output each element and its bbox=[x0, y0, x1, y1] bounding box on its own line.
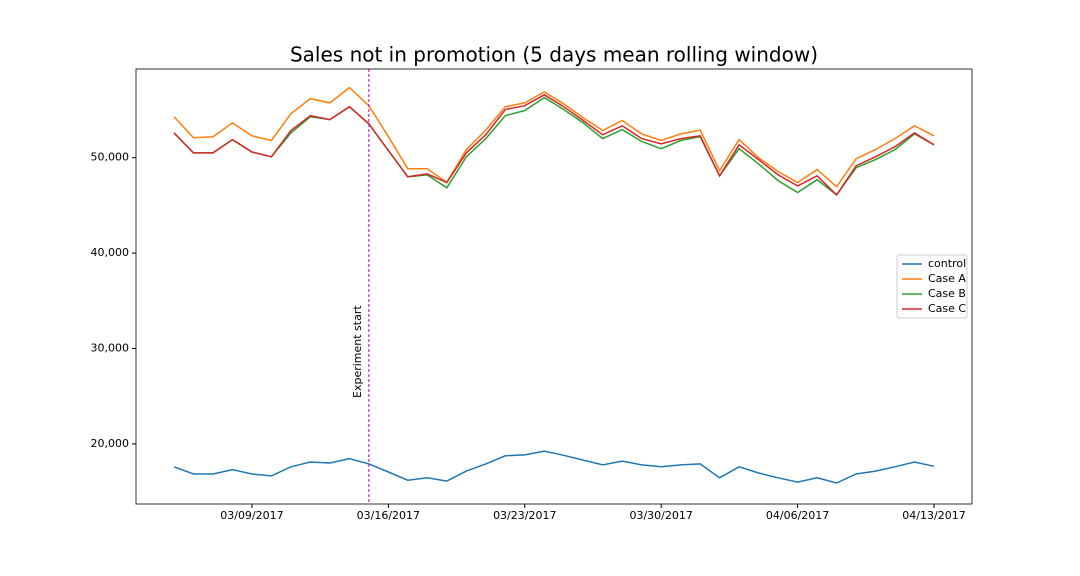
series-line bbox=[173, 450, 935, 484]
y-tick-label: 20,000 bbox=[91, 437, 130, 450]
series-line bbox=[173, 86, 935, 188]
plot-frame bbox=[135, 68, 973, 505]
x-tick-label: 04/06/2017 bbox=[766, 509, 829, 522]
x-tick-label: 03/23/2017 bbox=[493, 509, 556, 522]
legend-box bbox=[896, 254, 968, 319]
chart-title: Sales not in promotion (5 days mean roll… bbox=[290, 43, 818, 67]
y-tick-label: 50,000 bbox=[91, 151, 130, 164]
series-line bbox=[173, 96, 935, 196]
legend-label: control bbox=[928, 257, 966, 270]
x-tick-label: 03/09/2017 bbox=[220, 509, 283, 522]
legend-label: Case B bbox=[928, 287, 966, 300]
legend-label: Case C bbox=[928, 302, 966, 315]
x-tick-label: 03/16/2017 bbox=[357, 509, 420, 522]
y-tick-label: 30,000 bbox=[91, 342, 130, 355]
legend-label: Case A bbox=[928, 272, 966, 285]
annotation-text: Experiment start bbox=[351, 305, 364, 398]
y-tick-label: 40,000 bbox=[91, 246, 130, 259]
x-tick-label: 03/30/2017 bbox=[629, 509, 692, 522]
x-tick-label: 04/13/2017 bbox=[902, 509, 965, 522]
series-line bbox=[173, 93, 935, 197]
